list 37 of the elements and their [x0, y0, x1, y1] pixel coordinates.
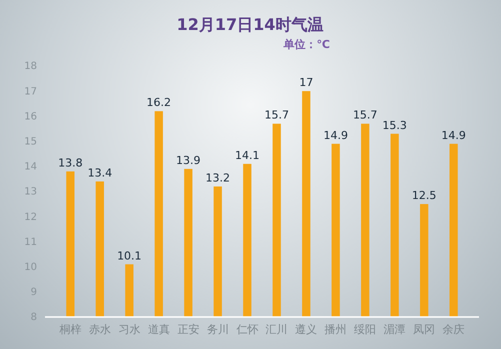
- x-tick-label: 湄潭: [384, 322, 406, 336]
- y-tick-label: 17: [24, 86, 37, 98]
- x-tick-label: 道真: [148, 322, 170, 336]
- data-label: 13.9: [176, 154, 201, 167]
- y-tick-label: 13: [24, 186, 37, 198]
- x-tick-label: 正安: [177, 322, 200, 336]
- x-tick-label: 桐梓: [58, 322, 82, 336]
- x-tick-label: 播州: [324, 322, 347, 336]
- data-label: 14.9: [323, 128, 348, 142]
- y-tick-label: 14: [24, 162, 37, 173]
- y-tick-label: 12: [24, 212, 37, 223]
- data-label: 14.1: [235, 148, 260, 162]
- x-tick-label: 绥阳: [354, 322, 376, 336]
- y-tick-label: 16: [24, 111, 37, 122]
- data-label: 15.7: [264, 108, 289, 122]
- data-label: 14.9: [441, 128, 466, 142]
- data-label: 16.2: [146, 96, 172, 110]
- data-label: 13.8: [58, 156, 83, 170]
- x-tick-label: 仁怀: [236, 322, 258, 336]
- x-tick-label: 汇川: [266, 322, 288, 336]
- data-label: 15.7: [352, 108, 378, 122]
- x-tick-label: 遵义: [295, 322, 318, 336]
- data-label: 12.5: [412, 189, 436, 202]
- y-tick-label: 15: [24, 136, 37, 148]
- y-tick-label: 18: [24, 61, 37, 72]
- data-label: 15.3: [382, 118, 407, 132]
- x-tick-label: 习水: [118, 322, 140, 336]
- x-tick-label: 凤冈: [413, 322, 436, 336]
- x-tick-label: 务川: [206, 322, 229, 336]
- data-label: 13.2: [206, 171, 230, 184]
- chart-subtitle: 单位：℃: [282, 38, 330, 51]
- x-tick-label: 余庆: [442, 322, 465, 336]
- data-label: 13.4: [88, 166, 112, 180]
- data-label: 17: [299, 76, 314, 90]
- chart-title: 12月17日14时气温: [176, 15, 324, 34]
- data-label: 10.1: [117, 249, 142, 262]
- x-tick-label: 赤水: [88, 322, 111, 336]
